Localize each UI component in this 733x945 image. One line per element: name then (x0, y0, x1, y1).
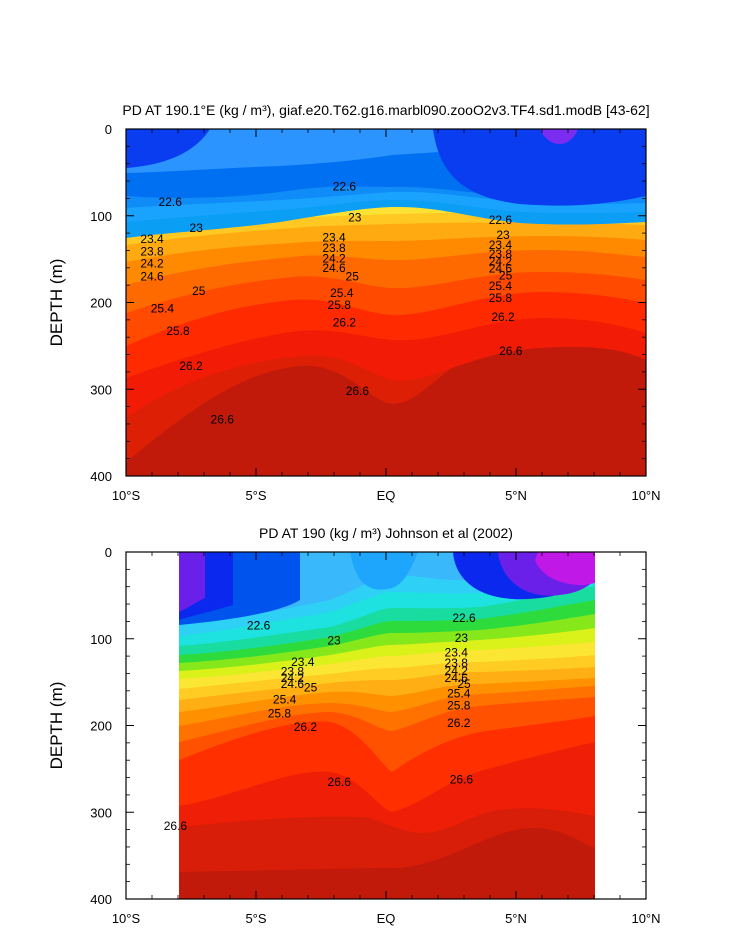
contour-label: 25 (499, 269, 513, 283)
model-y-axis-label: DEPTH (m) (47, 259, 66, 347)
contour-label: 22.6 (333, 179, 357, 193)
contour-label: 24.2 (489, 255, 513, 269)
contour-label: 26.6 (164, 819, 188, 833)
x-tick-label: 10°S (112, 488, 141, 503)
contour-label: 26.2 (294, 720, 318, 734)
x-tick-label: 5°S (245, 911, 266, 926)
contour-label: 23 (190, 221, 204, 235)
model-axes: 10°S 5°S EQ 5°N 10°N 0 100 200 300 400 DEPTH (m) 22… (47, 122, 661, 503)
contour-label: 23 (348, 210, 362, 224)
contour-label: 25 (192, 284, 206, 298)
contour-label: 22.6 (159, 195, 183, 209)
contour-label: 24.6 (489, 262, 513, 276)
contour-label: 25.4 (447, 686, 471, 700)
y-tick-label: 100 (90, 209, 112, 224)
contour-label: 23.4 (322, 230, 346, 244)
observed-panel: PD AT 190 (kg / m³) Johnson et al (2002) (179, 525, 595, 899)
contour-label: 23.8 (281, 665, 305, 679)
contour-label: 22.6 (452, 611, 476, 625)
contour-label: 22.6 (247, 619, 271, 633)
y-tick-label: 200 (90, 296, 112, 311)
contour-label: 23.8 (489, 247, 513, 261)
observed-panel-title: PD AT 190 (kg / m³) Johnson et al (2002) (259, 525, 513, 541)
contour-label: 24.2 (445, 664, 469, 678)
y-tick-label: 200 (90, 719, 112, 734)
y-tick-label: 300 (90, 805, 112, 820)
contour-label: 23 (327, 633, 341, 647)
model-panel: PD AT 190.1°E (kg / m³), giaf.e20.T62.g1… (122, 102, 650, 476)
contour-label: 23.8 (140, 244, 164, 258)
x-tick-label: EQ (377, 911, 396, 926)
contour-label: 25 (457, 677, 471, 691)
contour-label: 23.4 (445, 646, 469, 660)
contour-label: 23 (455, 631, 469, 645)
contour-label: 25.4 (151, 302, 175, 316)
contour-label: 25.8 (447, 699, 471, 713)
contour-label: 24.6 (445, 671, 469, 685)
contour-label: 25 (304, 680, 318, 694)
contour-label: 23.4 (291, 655, 315, 669)
contour-label: 23.8 (445, 656, 469, 670)
x-tick-label: 10°N (631, 488, 660, 503)
y-tick-label: 0 (105, 122, 112, 137)
contour-label: 25.8 (328, 298, 352, 312)
contour-label: 25 (346, 269, 360, 283)
contour-label: 24.6 (140, 269, 164, 283)
contour-label: 26.2 (179, 359, 203, 373)
y-tick-label: 300 (90, 382, 112, 397)
contour-label: 24.2 (322, 251, 346, 265)
contour-label: 26.6 (499, 344, 523, 358)
contour-label: 25.4 (330, 286, 354, 300)
contour-label: 24.6 (322, 261, 346, 275)
contour-label: 24.2 (140, 256, 164, 270)
contour-label: 23.4 (489, 238, 513, 252)
model-panel-title: PD AT 190.1°E (kg / m³), giaf.e20.T62.g1… (122, 102, 649, 118)
contour-label: 25.8 (166, 324, 190, 338)
y-tick-label: 100 (90, 632, 112, 647)
contour-label: 25.8 (489, 291, 513, 305)
x-tick-label: 5°N (505, 911, 527, 926)
contour-label: 26.2 (447, 716, 471, 730)
y-tick-label: 0 (105, 545, 112, 560)
contour-label: 26.6 (346, 384, 370, 398)
contour-label: 23.8 (322, 241, 346, 255)
contour-label: 26.6 (450, 772, 474, 786)
x-tick-label: EQ (377, 488, 396, 503)
x-tick-label: 5°N (505, 488, 527, 503)
observed-axes: 10°S 5°S EQ 5°N 10°N 0 100 200 300 400 DEPTH (m) 22… (47, 545, 661, 926)
contour-label: 22.6 (489, 213, 513, 227)
x-tick-label: 10°N (631, 911, 660, 926)
contour-label: 25.4 (489, 279, 513, 293)
contour-label: 23 (496, 228, 510, 242)
contour-label: 25.4 (273, 692, 297, 706)
y-tick-label: 400 (90, 469, 112, 484)
x-tick-label: 5°S (245, 488, 266, 503)
y-tick-label: 400 (90, 892, 112, 907)
contour-label: 26.2 (333, 315, 357, 329)
contour-label: 23.4 (140, 232, 164, 246)
observed-y-axis-label: DEPTH (m) (47, 682, 66, 770)
contour-label: 24.2 (281, 671, 305, 685)
contour-label: 26.6 (328, 775, 352, 789)
contour-label: 24.6 (281, 677, 305, 691)
contour-label: 26.2 (491, 310, 515, 324)
contour-label: 26.6 (211, 413, 235, 427)
x-tick-label: 10°S (112, 911, 141, 926)
contour-label: 25.8 (268, 706, 292, 720)
